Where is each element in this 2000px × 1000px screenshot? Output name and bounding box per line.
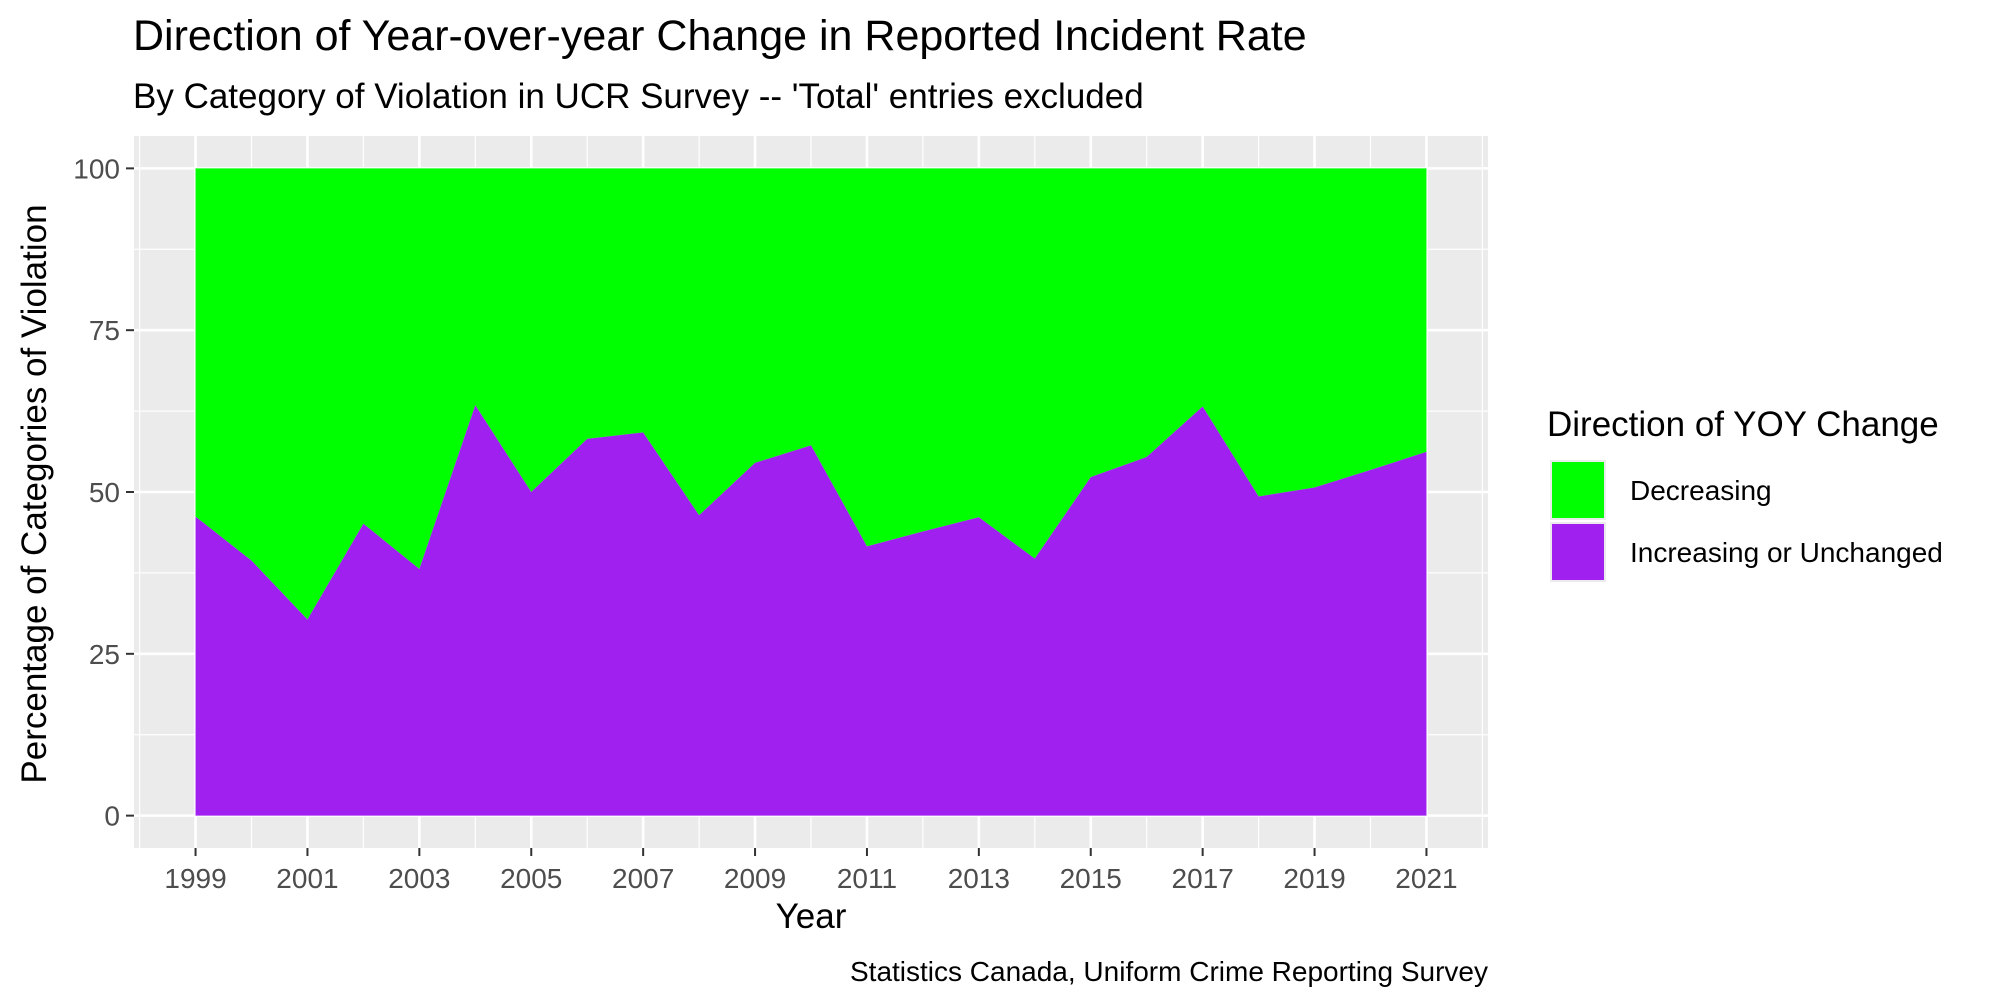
y-axis-title: Percentage of Categories of Violation bbox=[15, 204, 54, 783]
area-decreasing bbox=[195, 168, 1427, 620]
x-tick-label: 1999 bbox=[164, 863, 226, 894]
x-tick-label: 2013 bbox=[948, 863, 1010, 894]
y-tick-label: 25 bbox=[89, 639, 120, 670]
x-axis-title: Year bbox=[776, 897, 847, 936]
x-tick-label: 2007 bbox=[612, 863, 674, 894]
chart-caption: Statistics Canada, Uniform Crime Reporti… bbox=[850, 956, 1488, 987]
legend-title: Direction of YOY Change bbox=[1547, 405, 1939, 444]
stacked-areas bbox=[195, 168, 1427, 816]
legend-key-swatch bbox=[1552, 524, 1604, 580]
y-tick-label: 50 bbox=[89, 477, 120, 508]
x-axis: 1999 2001 2003 2005 2007 2009 2011 2013 2015 2017… bbox=[164, 848, 1458, 894]
x-tick-label: 2005 bbox=[500, 863, 562, 894]
x-tick-label: 2021 bbox=[1395, 863, 1457, 894]
x-tick-label: 2015 bbox=[1060, 863, 1122, 894]
legend-label: Decreasing bbox=[1630, 475, 1772, 506]
y-axis: 0 25 50 75 100 bbox=[73, 153, 134, 832]
legend-label: Increasing or Unchanged bbox=[1630, 537, 1943, 568]
chart-title: Direction of Year-over-year Change in Re… bbox=[133, 12, 1307, 60]
legend-key-swatch bbox=[1552, 462, 1604, 518]
y-tick-label: 100 bbox=[73, 153, 120, 184]
y-tick-label: 75 bbox=[89, 315, 120, 346]
y-tick-label: 0 bbox=[104, 801, 120, 832]
area-increasing-or-unchanged bbox=[195, 405, 1427, 816]
legend: Direction of YOY Change Decreasing Increa… bbox=[1547, 405, 1943, 582]
x-tick-label: 2017 bbox=[1172, 863, 1234, 894]
chart-subtitle: By Category of Violation in UCR Survey -… bbox=[133, 77, 1144, 116]
x-tick-label: 2001 bbox=[276, 863, 338, 894]
x-tick-label: 2011 bbox=[837, 863, 897, 894]
x-tick-label: 2003 bbox=[388, 863, 450, 894]
x-tick-label: 2019 bbox=[1283, 863, 1345, 894]
x-tick-label: 2009 bbox=[724, 863, 786, 894]
